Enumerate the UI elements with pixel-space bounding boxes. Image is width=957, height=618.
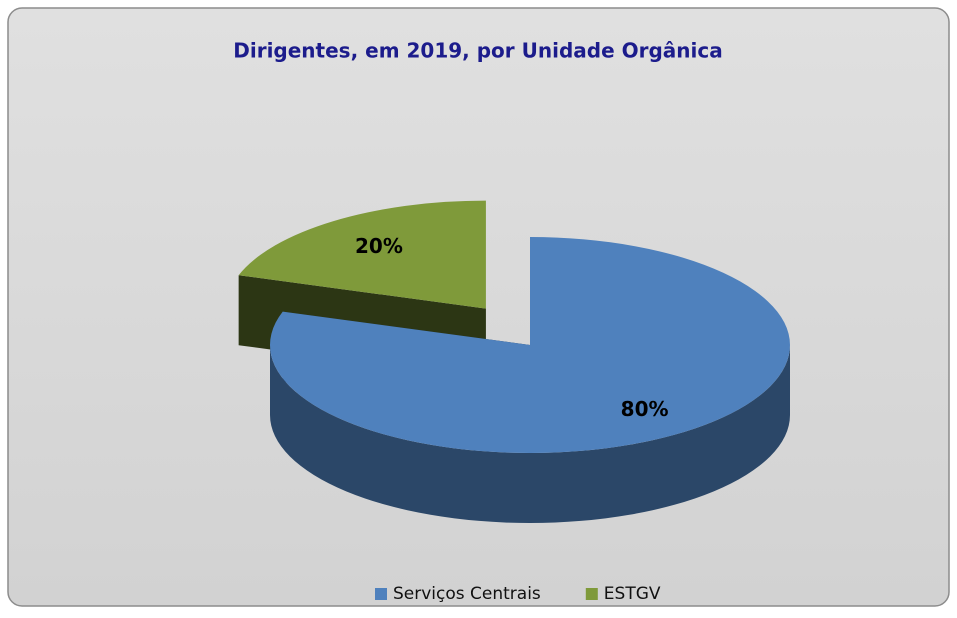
pie: 20% 80%: [238, 200, 791, 523]
pie-slice-group: 80%: [269, 237, 791, 523]
legend-swatch: [585, 588, 598, 600]
data-label: 20%: [355, 234, 403, 258]
pie-slice: [269, 237, 791, 453]
chart-title: Dirigentes, em 2019, por Unidade Orgânic…: [233, 39, 722, 63]
pie-slice: [238, 200, 486, 309]
legend: Serviços Centrais ESTGV: [375, 584, 661, 604]
slice-side: [270, 345, 790, 523]
legend-label: Serviços Centrais: [393, 584, 541, 604]
data-label: 80%: [621, 397, 669, 421]
legend-label: ESTGV: [604, 584, 661, 604]
legend-swatch: [375, 588, 387, 600]
